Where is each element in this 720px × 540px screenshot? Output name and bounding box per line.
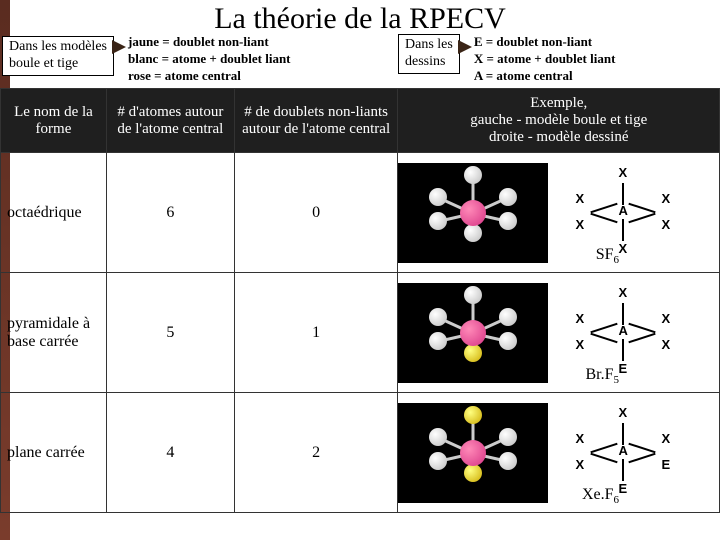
atom-label: X <box>575 191 584 206</box>
legend-right-text: E = doublet non-liant X = atome + double… <box>474 34 616 85</box>
bond-atom-icon <box>464 224 482 242</box>
legend-left-box-l1: Dans les modèles <box>9 39 107 54</box>
bond-atom-icon <box>499 308 517 326</box>
atom-label: X <box>661 311 670 326</box>
molecule-2d: XXXXXXA <box>548 163 719 263</box>
bond-atom-icon <box>499 428 517 446</box>
bond-atom-icon <box>429 452 447 470</box>
cell-atoms: 4 <box>106 393 234 513</box>
cell-example: XXXXXXASF6 <box>398 153 720 273</box>
legend-left-t1: jaune = doublet non-liant <box>128 34 269 49</box>
lone-pair-atom-icon <box>464 406 482 424</box>
atom-label: X <box>618 241 627 256</box>
center-atom-icon <box>460 440 486 466</box>
central-atom-label: A <box>618 443 627 458</box>
legend-right-t1: E = doublet non-liant <box>474 34 592 49</box>
cell-lone: 1 <box>234 273 398 393</box>
bond-atom-icon <box>499 452 517 470</box>
molecule-3d <box>398 403 548 503</box>
lone-pair-label: E <box>618 481 627 496</box>
bond-atom-icon <box>429 188 447 206</box>
legend-left-text: jaune = doublet non-liant blanc = atome … <box>128 34 291 85</box>
cell-name: plane carrée <box>1 393 107 513</box>
legend-right-box: Dans les dessins <box>398 34 460 74</box>
table-row: pyramidale à base carrée51XEXXXXABr.F5 <box>1 273 720 393</box>
center-atom-icon <box>460 320 486 346</box>
legend-right-box-l1: Dans les <box>405 37 453 52</box>
atom-label: X <box>661 337 670 352</box>
legend-row: Dans les modèles boule et tige jaune = d… <box>0 34 720 88</box>
legend-right-box-l2: dessins <box>405 54 445 69</box>
arrow-right-icon <box>458 40 472 54</box>
formula-label: Xe.F6 <box>582 486 619 506</box>
atom-label: X <box>618 285 627 300</box>
cell-atoms: 5 <box>106 273 234 393</box>
atom-label: X <box>575 457 584 472</box>
atom-label: X <box>575 431 584 446</box>
lone-pair-atom-icon <box>464 464 482 482</box>
atom-label: X <box>575 311 584 326</box>
legend-left-t3: rose = atome central <box>128 68 241 83</box>
bond-atom-icon <box>464 166 482 184</box>
bond-atom-icon <box>429 428 447 446</box>
atom-label: X <box>661 191 670 206</box>
central-atom-label: A <box>618 323 627 338</box>
bond-atom-icon <box>429 212 447 230</box>
legend-left-box-l2: boule et tige <box>9 56 78 71</box>
bond-atom-icon <box>429 308 447 326</box>
th-lone: # de doublets non-liants autour de l'ato… <box>234 89 398 153</box>
lone-pair-label: E <box>618 361 627 376</box>
bond-atom-icon <box>499 212 517 230</box>
formula-label: SF6 <box>596 246 619 266</box>
cell-lone: 2 <box>234 393 398 513</box>
cell-name: pyramidale à base carrée <box>1 273 107 393</box>
cell-name: octaédrique <box>1 153 107 273</box>
legend-left-t2: blanc = atome + doublet liant <box>128 51 291 66</box>
arrow-right-icon <box>112 40 126 54</box>
legend-right: Dans les dessins E = doublet non-liant X… <box>398 34 615 85</box>
bond-atom-icon <box>499 188 517 206</box>
slide: La théorie de la RPECV Dans les modèles … <box>0 0 720 540</box>
atom-label: X <box>575 337 584 352</box>
formula-label: Br.F5 <box>585 366 619 386</box>
atom-label: X <box>661 431 670 446</box>
molecule-2d: XEXXXEA <box>548 403 719 503</box>
atom-label: X <box>618 405 627 420</box>
th-name: Le nom de la forme <box>1 89 107 153</box>
lone-pair-atom-icon <box>464 344 482 362</box>
cell-example: XEXXXXABr.F5 <box>398 273 720 393</box>
atom-label: X <box>618 165 627 180</box>
vsepr-table: Le nom de la forme # d'atomes autour de … <box>0 88 720 513</box>
cell-lone: 0 <box>234 153 398 273</box>
page-title: La théorie de la RPECV <box>0 2 720 36</box>
legend-left-box: Dans les modèles boule et tige <box>2 36 114 76</box>
lone-pair-label: E <box>661 457 670 472</box>
central-atom-label: A <box>618 203 627 218</box>
legend-left: Dans les modèles boule et tige jaune = d… <box>0 34 291 85</box>
table-row: plane carrée42XEXXXEAXe.F6 <box>1 393 720 513</box>
center-atom-icon <box>460 200 486 226</box>
bond-atom-icon <box>499 332 517 350</box>
atom-label: X <box>661 217 670 232</box>
bond-atom-icon <box>429 332 447 350</box>
molecule-3d <box>398 283 548 383</box>
table-header-row: Le nom de la forme # d'atomes autour de … <box>1 89 720 153</box>
legend-right-t3: A = atome central <box>474 68 573 83</box>
cell-example: XEXXXEAXe.F6 <box>398 393 720 513</box>
molecule-2d: XEXXXXA <box>548 283 719 383</box>
table-row: octaédrique60XXXXXXASF6 <box>1 153 720 273</box>
legend-right-t2: X = atome + doublet liant <box>474 51 616 66</box>
th-example: Exemple, gauche - modèle boule et tige d… <box>398 89 720 153</box>
atom-label: X <box>575 217 584 232</box>
cell-atoms: 6 <box>106 153 234 273</box>
bond-atom-icon <box>464 286 482 304</box>
molecule-3d <box>398 163 548 263</box>
th-atoms: # d'atomes autour de l'atome central <box>106 89 234 153</box>
